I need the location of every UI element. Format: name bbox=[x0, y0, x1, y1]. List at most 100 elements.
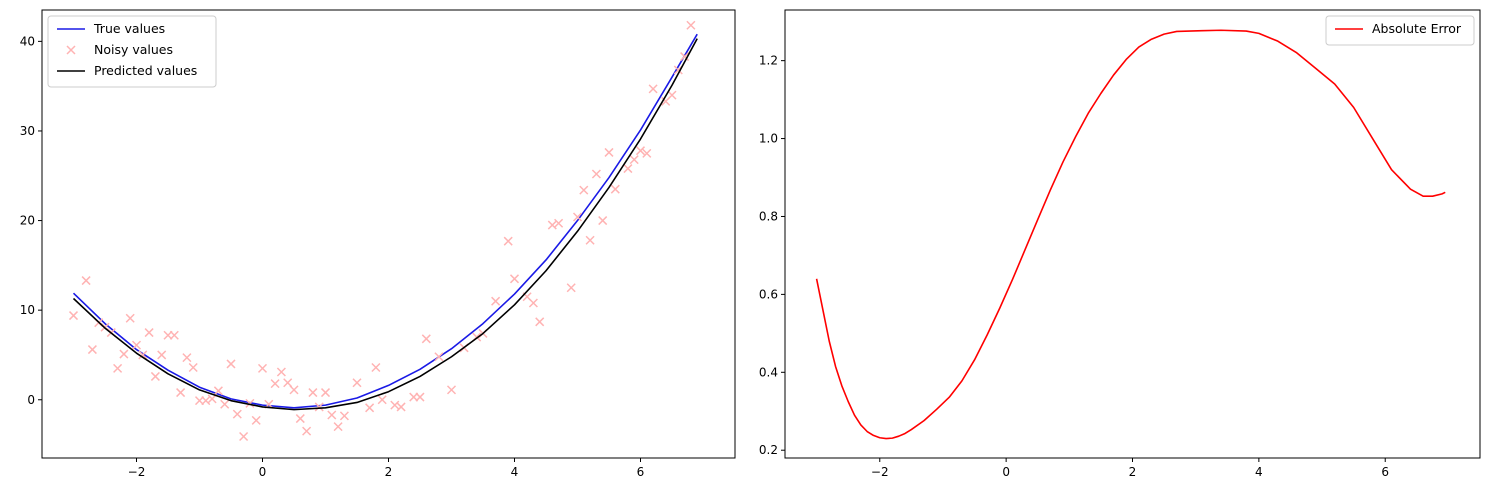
data-point bbox=[176, 388, 186, 398]
data-point bbox=[446, 385, 457, 395]
data-point bbox=[377, 395, 387, 405]
data-point bbox=[314, 402, 324, 412]
legend: True values Noisy values Predicted values bbox=[47, 15, 217, 88]
y-tick-label: 0.6 bbox=[759, 287, 778, 301]
legend-box bbox=[47, 15, 217, 88]
y-tick-label: 0.2 bbox=[759, 443, 778, 457]
legend-label: Noisy values bbox=[94, 42, 173, 57]
y-tick-label: 0.8 bbox=[759, 209, 778, 223]
data-point bbox=[138, 350, 148, 360]
data-point bbox=[283, 378, 293, 388]
data-point bbox=[213, 386, 223, 396]
data-point bbox=[371, 362, 381, 373]
data-point bbox=[635, 146, 646, 156]
y-tick-label: 40 bbox=[20, 34, 35, 48]
y-tick-label: 20 bbox=[20, 214, 35, 228]
data-point bbox=[491, 296, 501, 306]
y-tick-label: 0 bbox=[27, 393, 35, 407]
data-point bbox=[604, 147, 614, 157]
data-point bbox=[125, 313, 135, 323]
data-point bbox=[686, 20, 696, 30]
data-point bbox=[81, 276, 91, 286]
x-tick-label: 2 bbox=[385, 465, 393, 479]
data-point bbox=[390, 400, 400, 410]
data-point bbox=[623, 164, 633, 174]
absolute-error-line bbox=[815, 29, 1446, 440]
data-point bbox=[667, 90, 677, 100]
data-point bbox=[396, 402, 406, 412]
data-point bbox=[245, 398, 255, 408]
data-point bbox=[365, 403, 375, 413]
data-point bbox=[150, 371, 160, 381]
data-point bbox=[598, 216, 608, 226]
data-point bbox=[131, 340, 142, 350]
data-point bbox=[352, 378, 362, 388]
data-point bbox=[308, 388, 318, 398]
legend-label: Absolute Error bbox=[1372, 21, 1462, 36]
data-point bbox=[87, 345, 97, 355]
data-point bbox=[68, 311, 79, 321]
data-point bbox=[535, 317, 545, 327]
data-point bbox=[188, 362, 198, 373]
data-point bbox=[680, 52, 690, 62]
data-point bbox=[289, 385, 299, 395]
data-point bbox=[144, 328, 154, 338]
x-tick-label: 0 bbox=[259, 465, 267, 479]
data-point bbox=[113, 363, 123, 373]
data-point bbox=[554, 218, 564, 228]
x-tick-label: 4 bbox=[511, 465, 519, 479]
legend-marker bbox=[66, 45, 76, 55]
data-point bbox=[251, 415, 261, 425]
y-tick-label: 1.2 bbox=[759, 54, 778, 68]
x-tick-label: 0 bbox=[1002, 465, 1010, 479]
data-point bbox=[434, 352, 444, 362]
y-tick-label: 0.4 bbox=[759, 365, 778, 379]
subplot-2: −2 0 2 4 6 0.2 0.4 0.6 0.8 1.0 1.2 Absolute Error bbox=[759, 9, 1481, 479]
data-point bbox=[226, 359, 236, 369]
x-tick-label: 6 bbox=[637, 465, 645, 479]
data-point bbox=[157, 350, 167, 360]
axes-frame bbox=[784, 9, 1481, 459]
y-tick-label: 30 bbox=[20, 124, 35, 138]
data-point bbox=[257, 363, 268, 373]
data-point bbox=[547, 220, 557, 230]
data-point bbox=[220, 399, 230, 409]
x-tick-label: −2 bbox=[871, 465, 889, 479]
data-point bbox=[503, 236, 513, 246]
data-point bbox=[629, 155, 639, 165]
data-point bbox=[610, 184, 620, 194]
data-point bbox=[566, 283, 576, 293]
data-point bbox=[642, 148, 652, 158]
data-point bbox=[648, 84, 658, 94]
data-point bbox=[415, 392, 425, 402]
x-tick-label: 2 bbox=[1129, 465, 1137, 479]
data-point bbox=[239, 431, 249, 442]
data-point bbox=[201, 396, 211, 406]
data-point bbox=[509, 274, 520, 284]
data-point bbox=[232, 409, 242, 419]
y-tick-label: 10 bbox=[20, 303, 35, 317]
x-tick-label: 4 bbox=[1255, 465, 1263, 479]
plot-area bbox=[68, 20, 698, 442]
data-point bbox=[591, 169, 601, 179]
subplot-1: −2 0 2 4 6 0 10 20 30 40 True values Noisy values Pr… bbox=[20, 9, 736, 479]
data-point bbox=[169, 330, 179, 340]
data-point bbox=[528, 298, 538, 308]
data-point bbox=[421, 334, 431, 344]
data-point bbox=[270, 379, 280, 389]
data-point bbox=[302, 426, 312, 436]
legend-label: True values bbox=[93, 21, 165, 36]
legend: Absolute Error bbox=[1325, 15, 1475, 46]
data-point bbox=[585, 235, 595, 245]
data-point bbox=[207, 394, 217, 404]
true-values-line bbox=[72, 33, 698, 409]
data-point bbox=[182, 353, 192, 363]
data-point bbox=[333, 422, 343, 432]
predicted-values-line bbox=[72, 38, 698, 411]
data-point bbox=[572, 212, 583, 222]
legend-box bbox=[1325, 15, 1475, 46]
data-point bbox=[276, 367, 286, 377]
data-point bbox=[327, 410, 337, 420]
x-tick-label: 6 bbox=[1381, 465, 1389, 479]
data-point bbox=[119, 349, 129, 359]
